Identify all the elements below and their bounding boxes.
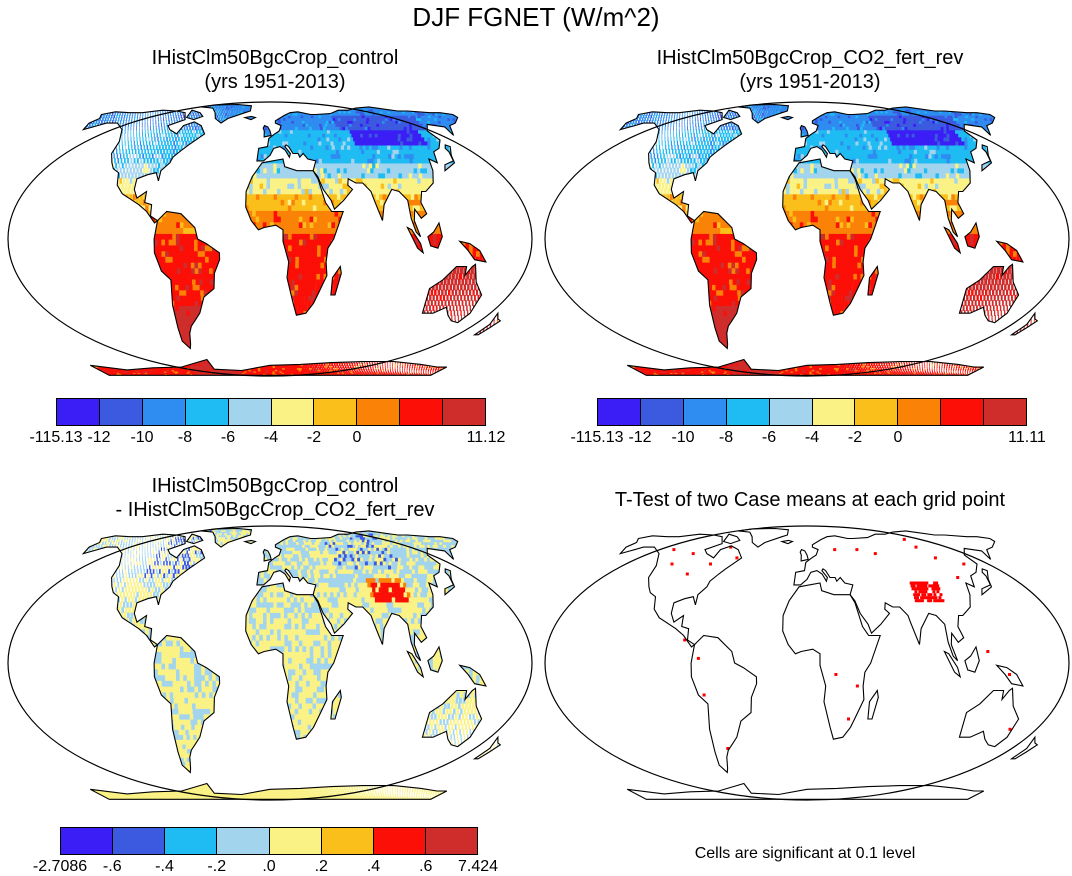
map-panel-co2-fert-rev — [544, 101, 1070, 377]
colorbar-swatch — [321, 828, 374, 854]
map-panel-control — [7, 101, 533, 377]
colorbar-swatch — [769, 399, 813, 425]
panel2-title-line1: IHistClm50BgcCrop_CO2_fert_rev — [595, 46, 1025, 70]
colorbar-tick-label: -115.13 — [570, 429, 623, 447]
significant-cells — [670, 537, 1012, 750]
colorbar-swatch — [314, 399, 358, 425]
colorbar-swatch — [165, 828, 218, 854]
map-border — [544, 525, 1070, 801]
panel3-title-line1: IHistClm50BgcCrop_control — [60, 474, 490, 498]
colorbar-tick-label: -12 — [87, 429, 110, 447]
map-globe-background — [545, 526, 1069, 800]
panel1-title: IHistClm50BgcCrop_control (yrs 1951-2013… — [60, 46, 490, 94]
colorbar-tick-label: -.6 — [103, 858, 122, 876]
colorbar-tick-label: -115.13 — [29, 429, 82, 447]
colorbar-tick-label: .4 — [367, 858, 380, 876]
colorbar-swatch — [57, 399, 100, 425]
colorbar-swatch — [185, 399, 229, 425]
colorbar-tick-label: -2 — [307, 429, 321, 447]
significance-note: Cells are significant at 0.1 level — [600, 845, 1010, 863]
colorbar-tick-label: 11.12 — [467, 429, 506, 447]
colorbar-swatch — [99, 399, 143, 425]
colorbar-tick-label: -8 — [178, 429, 192, 447]
colorbar-tick-label: .2 — [315, 858, 328, 876]
colorbar-tick-label: -2.7086 — [33, 858, 87, 876]
coastlines — [618, 103, 1039, 376]
colorbar-swatch — [640, 399, 684, 425]
colorbar-tick-label: -8 — [719, 429, 733, 447]
panel1-title-line1: IHistClm50BgcCrop_control — [60, 46, 490, 70]
colorbar-tick-label: -10 — [671, 429, 694, 447]
colorbar-tick-label: -12 — [628, 429, 651, 447]
map-border — [7, 101, 533, 377]
colorbar-tick-label: 7.424 — [458, 858, 498, 876]
colorbar-swatch — [726, 399, 770, 425]
colorbar-swatch — [683, 399, 727, 425]
panel2-title-line2: (yrs 1951-2013) — [595, 70, 1025, 94]
colorbar-swatch — [898, 399, 942, 425]
colorbar-swatch — [269, 828, 322, 854]
colorbar-tick-label: -4 — [264, 429, 278, 447]
map-panel-ttest — [544, 525, 1070, 801]
colorbar-swatch — [271, 399, 315, 425]
colorbar-tick-label: 11.11 — [1008, 429, 1046, 447]
panel4-title: T-Test of two Case means at each grid po… — [550, 488, 1070, 512]
colorbar-tick-label: 0 — [894, 429, 903, 447]
map-border — [544, 101, 1070, 377]
colorbar-swatch — [984, 399, 1027, 425]
panel3-title: IHistClm50BgcCrop_control - IHistClm50Bg… — [60, 474, 490, 522]
colorbar-swatch — [400, 399, 444, 425]
colorbar-tick-label: -4 — [805, 429, 819, 447]
map-panel-difference — [7, 525, 533, 801]
colorbar-tick-label: -6 — [221, 429, 235, 447]
colorbar-swatch — [598, 399, 641, 425]
colorbar-swatch — [855, 399, 899, 425]
colorbar-control — [56, 398, 486, 426]
colorbar-swatch — [61, 828, 114, 854]
colorbar-swatch — [228, 399, 272, 425]
panel1-title-line2: (yrs 1951-2013) — [60, 70, 490, 94]
colorbar-tick-label: .0 — [262, 858, 275, 876]
colorbar-tick-label: -.2 — [207, 858, 226, 876]
colorbar-swatch — [113, 828, 166, 854]
colorbar-difference — [60, 827, 478, 855]
colorbar-swatch — [357, 399, 401, 425]
colorbar-tick-label: -6 — [762, 429, 776, 447]
map-border — [7, 525, 533, 801]
colorbar-swatch — [941, 399, 985, 425]
figure-title: DJF FGNET (W/m^2) — [0, 2, 1072, 33]
colorbar-tick-label: 0 — [353, 429, 362, 447]
panel4-title-line1: T-Test of two Case means at each grid po… — [550, 488, 1070, 512]
panel3-title-line2: - IHistClm50BgcCrop_CO2_fert_rev — [60, 498, 490, 522]
colorbar-tick-label: -2 — [848, 429, 862, 447]
colorbar-co2-fert-rev — [597, 398, 1027, 426]
colorbar-swatch — [425, 828, 477, 854]
colorbar-swatch — [217, 828, 270, 854]
colorbar-tick-label: -10 — [130, 429, 153, 447]
colorbar-swatch — [812, 399, 856, 425]
colorbar-tick-label: -.4 — [155, 858, 174, 876]
colorbar-tick-label: .6 — [419, 858, 432, 876]
colorbar-swatch — [142, 399, 186, 425]
panel2-title: IHistClm50BgcCrop_CO2_fert_rev (yrs 1951… — [595, 46, 1025, 94]
colorbar-swatch — [373, 828, 426, 854]
colorbar-swatch — [443, 399, 486, 425]
